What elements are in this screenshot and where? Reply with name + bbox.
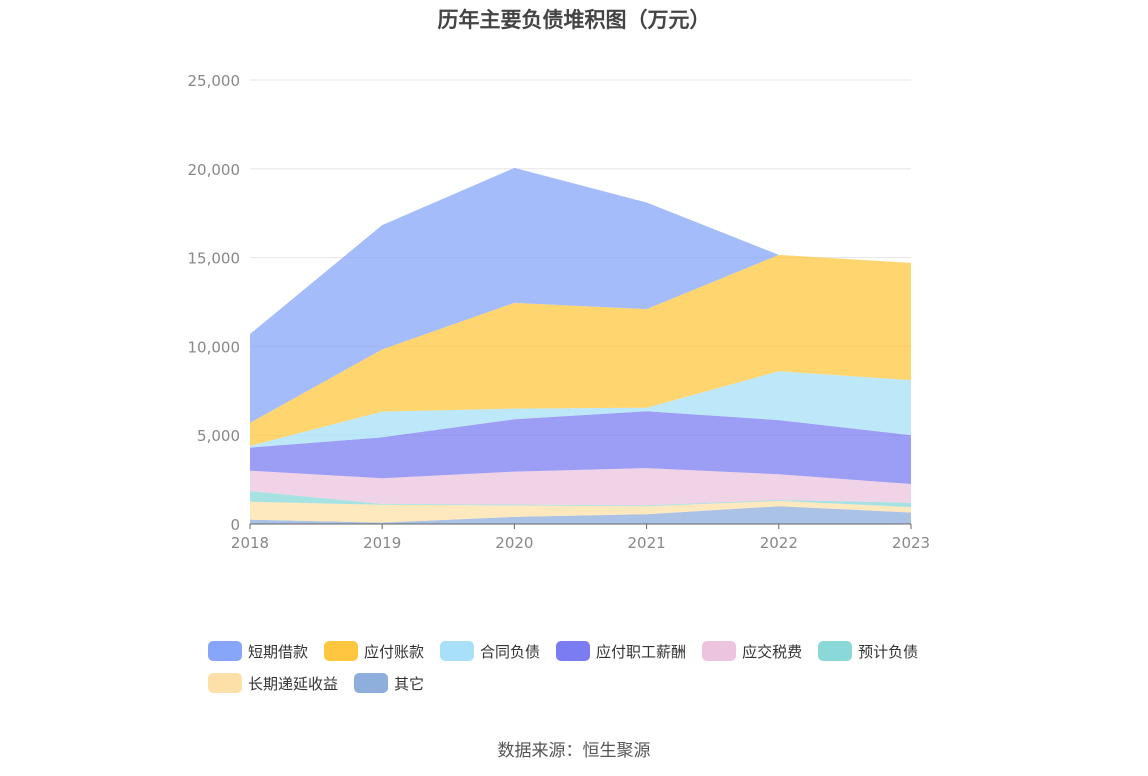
legend-label: 应交税费 xyxy=(742,642,803,661)
legend-label: 长期递延收益 xyxy=(248,674,339,693)
area-应付职工薪酬 xyxy=(250,411,911,484)
x-tick-label: 2019 xyxy=(363,534,401,552)
area-短期借款 xyxy=(250,167,911,423)
legend-label: 应付职工薪酬 xyxy=(596,642,687,661)
legend-swatch xyxy=(818,641,853,661)
chart-title: 历年主要负债堆积图（万元） xyxy=(437,8,711,32)
y-tick-label: 20,000 xyxy=(188,161,241,179)
legend-item-长期递延收益[interactable]: 长期递延收益 xyxy=(208,672,338,694)
y-axis: 0 5,000 10,000 15,000 20,000 25,000 xyxy=(188,72,241,534)
legend-swatch xyxy=(556,641,591,661)
area-长期递延收益 xyxy=(250,500,911,523)
legend-label: 合同负债 xyxy=(480,642,541,661)
legend-label: 预计负债 xyxy=(858,642,919,661)
area-合同负债 xyxy=(250,371,911,448)
legend-item-应付职工薪酬[interactable]: 应付职工薪酬 xyxy=(556,640,686,662)
legend-item-合同负债[interactable]: 合同负债 xyxy=(440,640,540,662)
area-应交税费 xyxy=(250,468,911,506)
legend-item-短期借款[interactable]: 短期借款 xyxy=(208,640,308,662)
legend-swatch xyxy=(208,641,242,661)
legend-swatch xyxy=(440,641,475,661)
data-source: 数据来源：恒生聚源 xyxy=(497,741,651,761)
y-tick-label: 25,000 xyxy=(188,72,241,90)
x-tick-label: 2023 xyxy=(892,534,930,552)
x-tick-label: 2018 xyxy=(231,534,269,552)
legend-item-其它[interactable]: 其它 xyxy=(354,672,424,694)
y-tick-label: 10,000 xyxy=(188,338,241,356)
legend-item-预计负债[interactable]: 预计负债 xyxy=(818,640,918,662)
y-tick-label: 0 xyxy=(230,516,240,534)
legend-item-应交税费[interactable]: 应交税费 xyxy=(702,640,802,662)
y-tick-label: 15,000 xyxy=(188,250,241,268)
legend-label: 其它 xyxy=(394,674,425,693)
legend-swatch xyxy=(354,673,389,693)
area-其它 xyxy=(250,506,911,524)
area-应付账款 xyxy=(250,254,911,446)
x-axis: 2018 2019 2020 2021 2022 2023 xyxy=(231,523,930,552)
y-tick-label: 5,000 xyxy=(197,427,240,445)
legend-swatch xyxy=(324,641,359,661)
legend-item-应付账款[interactable]: 应付账款 xyxy=(324,640,424,662)
legend-swatch xyxy=(208,673,242,693)
x-tick-label: 2022 xyxy=(760,534,798,552)
legend-swatch xyxy=(702,641,737,661)
area-series xyxy=(250,167,911,524)
x-tick-label: 2020 xyxy=(495,534,533,552)
legend-label: 短期借款 xyxy=(248,642,309,661)
legend-label: 应付账款 xyxy=(364,642,425,661)
legend: 短期借款 应付账款 合同负债 应付职工薪酬 应交税费 预计负债长期递延收益 其它 xyxy=(208,640,968,694)
x-tick-label: 2021 xyxy=(628,534,666,552)
